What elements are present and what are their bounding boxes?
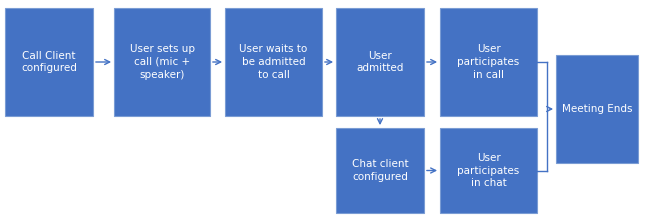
Text: Chat client
configured: Chat client configured	[351, 159, 408, 182]
Text: Call Client
configured: Call Client configured	[21, 51, 77, 73]
FancyBboxPatch shape	[440, 8, 537, 116]
Text: Meeting Ends: Meeting Ends	[562, 104, 632, 114]
FancyBboxPatch shape	[225, 8, 322, 116]
FancyBboxPatch shape	[440, 128, 537, 213]
FancyBboxPatch shape	[336, 128, 424, 213]
Text: User
participates
in chat: User participates in chat	[457, 153, 519, 188]
Text: User
admitted: User admitted	[357, 51, 404, 73]
FancyBboxPatch shape	[336, 8, 424, 116]
FancyBboxPatch shape	[5, 8, 93, 116]
Text: User waits to
be admitted
to call: User waits to be admitted to call	[240, 44, 307, 80]
Text: User
participates
in call: User participates in call	[457, 44, 519, 80]
Text: User sets up
call (mic +
speaker): User sets up call (mic + speaker)	[129, 44, 194, 80]
FancyBboxPatch shape	[114, 8, 210, 116]
FancyBboxPatch shape	[556, 55, 638, 163]
